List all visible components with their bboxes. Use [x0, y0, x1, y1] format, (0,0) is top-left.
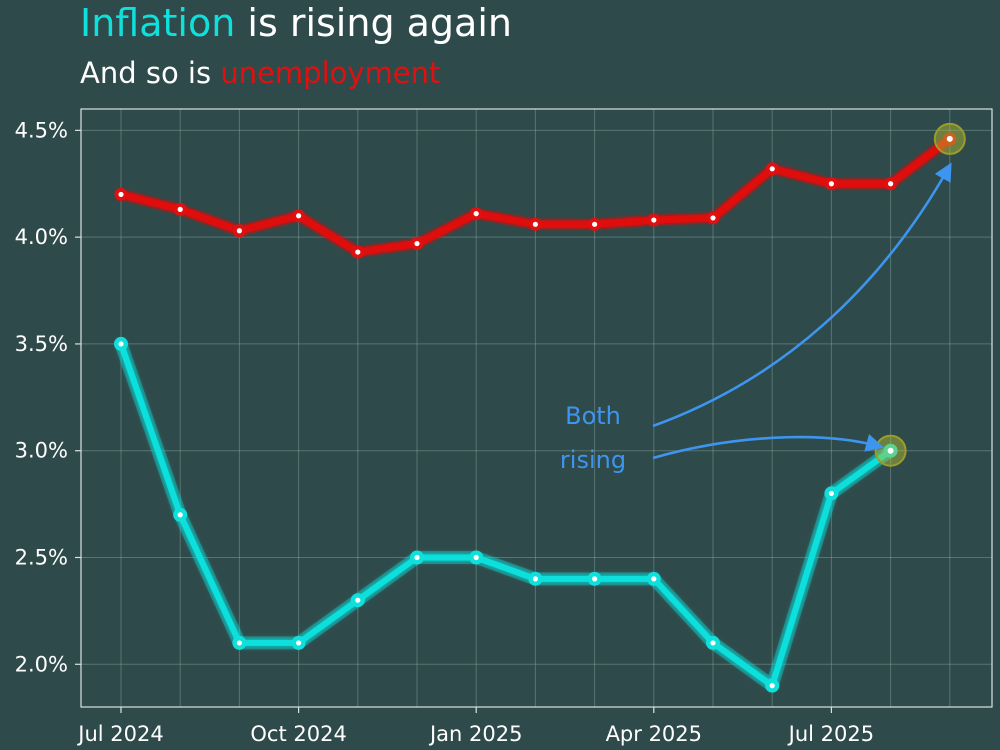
data-point-center: [710, 215, 716, 221]
x-tick-label: Jul 2024: [76, 722, 163, 746]
annotation: Both rising: [560, 162, 952, 474]
data-point-center: [177, 206, 183, 212]
data-point-center: [769, 166, 775, 172]
y-tick-label: 4.5%: [15, 118, 68, 142]
subtitle-lead: And so is: [80, 56, 221, 90]
y-tick-label: 3.5%: [15, 332, 68, 356]
annotation-text: Both: [565, 402, 621, 430]
subtitle-highlight: unemployment: [220, 56, 441, 90]
series-line: [118, 340, 894, 689]
data-point-center: [592, 576, 598, 582]
annotation-arrow: [652, 434, 885, 460]
x-tick-label: Apr 2025: [606, 722, 702, 746]
data-point-center: [236, 228, 242, 234]
data-point-center: [118, 191, 124, 198]
data-point-center: [296, 213, 302, 219]
data-point-center: [355, 249, 361, 255]
data-point-center: [888, 181, 894, 187]
x-tick-label: Oct 2024: [250, 722, 346, 746]
data-point-center: [592, 221, 598, 227]
annotation-arrow: [652, 162, 952, 428]
data-point-center: [828, 181, 835, 187]
x-axis: Jul 2024 Oct 2024 Jan 2025 Apr 2025 Jul 2025: [76, 707, 874, 746]
x-tick-label: Jan 2025: [428, 722, 523, 746]
data-point-center: [177, 512, 183, 518]
data-point-center: [355, 597, 361, 603]
y-axis: 2.0% 2.5% 3.0% 3.5% 4.0% 4.5%: [15, 118, 81, 676]
y-tick-label: 3.0%: [15, 439, 68, 463]
title-rest: is rising again: [235, 1, 512, 45]
data-point-center: [473, 554, 479, 561]
data-point-center: [532, 576, 539, 582]
data-point-center: [710, 640, 716, 646]
y-tick-label: 2.5%: [15, 546, 68, 570]
data-point-center: [414, 554, 420, 561]
data-point-center: [769, 683, 775, 689]
grid-lines: [81, 109, 992, 707]
chart-subtitle: And so is unemployment: [80, 54, 440, 92]
data-point-center: [414, 240, 420, 247]
data-point-center: [651, 576, 657, 582]
highlight-center: [946, 135, 953, 142]
series-inflation: [114, 336, 898, 693]
series-unemployment: [114, 132, 957, 259]
data-point-center: [296, 640, 302, 646]
data-point-center: [236, 640, 242, 646]
series-layer: [114, 122, 966, 693]
annotation-text: rising: [560, 446, 626, 474]
data-point-center: [651, 217, 657, 223]
data-point-center: [532, 221, 539, 227]
chart-title: Inflation is rising again: [80, 0, 512, 46]
y-tick-label: 2.0%: [15, 652, 68, 676]
plot-frame: [80, 108, 993, 708]
x-tick-label: Jul 2025: [787, 722, 874, 746]
y-tick-label: 4.0%: [15, 225, 68, 249]
data-point-center: [473, 211, 479, 217]
title-highlight: Inflation: [80, 1, 236, 45]
data-point-center: [118, 341, 124, 347]
data-point-center: [828, 490, 835, 497]
highlight-center: [887, 447, 894, 454]
